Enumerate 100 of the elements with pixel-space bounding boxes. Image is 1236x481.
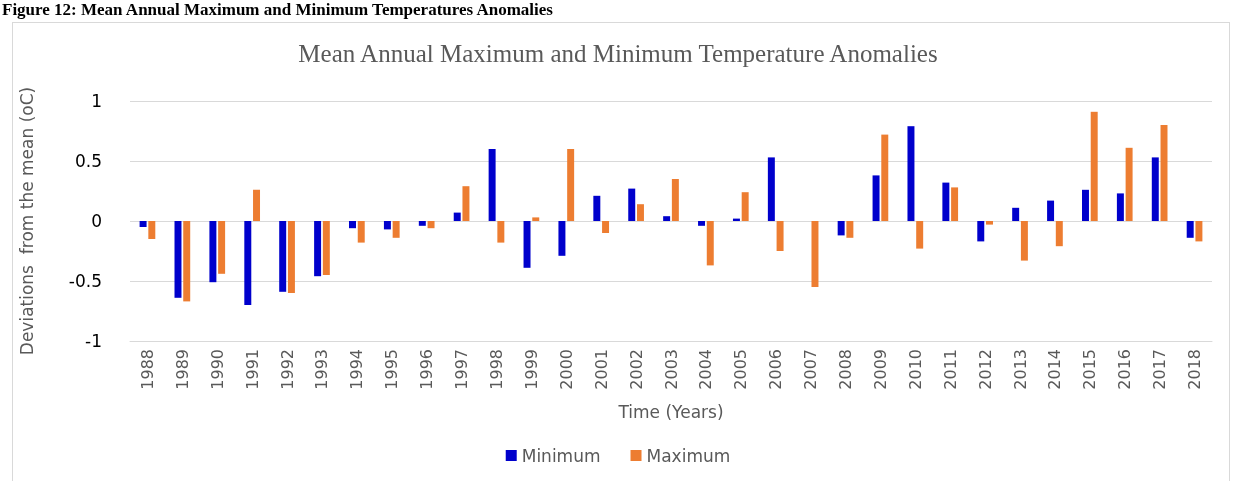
- x-tick-label: 2012: [975, 349, 995, 390]
- bar: [383, 221, 391, 230]
- x-tick-label: 1996: [417, 349, 437, 390]
- y-tick-label: -1: [85, 331, 102, 351]
- bar: [776, 221, 784, 251]
- legend-label: Minimum: [521, 445, 601, 466]
- bar: [1195, 221, 1203, 242]
- bar: [671, 179, 679, 221]
- x-tick-label: 2009: [870, 349, 890, 390]
- bar: [418, 221, 426, 226]
- bar: [881, 134, 889, 221]
- bar: [951, 187, 959, 221]
- x-tick-label: 2011: [940, 349, 960, 390]
- bar: [1125, 147, 1133, 221]
- bar: [567, 149, 575, 221]
- y-tick-label: 0: [91, 211, 102, 231]
- bar: [986, 221, 993, 225]
- bar: [314, 221, 322, 277]
- bar: [139, 221, 147, 227]
- x-tick-label: 2005: [731, 349, 751, 390]
- bar: [872, 175, 880, 221]
- bar: [462, 186, 470, 221]
- bar: [427, 221, 435, 229]
- x-tick-label: 2002: [626, 349, 646, 390]
- x-tick-label: 2014: [1045, 349, 1065, 390]
- bar: [349, 221, 356, 229]
- x-tick-label: 1989: [172, 349, 192, 390]
- bar: [1055, 221, 1063, 247]
- caption: Figure 12: Mean Annual Maximum and Minimum Temperatures Anomalies: [2, 0, 553, 20]
- bar: [218, 221, 226, 274]
- bar: [1090, 111, 1098, 221]
- bar: [148, 221, 156, 239]
- x-tick-label: 1992: [277, 349, 297, 390]
- x-tick-label: 2000: [556, 349, 576, 390]
- bar: [1020, 221, 1028, 261]
- x-tick-label: 1991: [242, 349, 262, 390]
- bar: [663, 216, 671, 221]
- bar: [357, 221, 365, 243]
- bar: [811, 221, 819, 287]
- bar: [837, 221, 845, 236]
- bar: [453, 212, 461, 221]
- x-tick-label: 1997: [452, 349, 472, 390]
- bar: [1151, 157, 1159, 221]
- x-axis-title: Time (Years): [617, 401, 724, 422]
- x-tick-label: 1998: [486, 349, 506, 390]
- bar: [846, 221, 854, 238]
- x-tick-label: 2004: [696, 349, 716, 390]
- bar: [593, 195, 601, 221]
- bar: [636, 204, 644, 221]
- x-tick-label: 2017: [1150, 349, 1170, 390]
- x-tick-label: 1995: [382, 349, 402, 390]
- bar: [497, 221, 505, 243]
- y-tick-label: 1: [91, 91, 102, 111]
- bar: [253, 189, 261, 221]
- x-tick-label: 2001: [591, 349, 611, 390]
- bar: [488, 149, 496, 221]
- bar: [244, 221, 252, 305]
- bar: [558, 221, 566, 256]
- x-tick-label: 1990: [207, 349, 227, 390]
- bar: [767, 157, 775, 221]
- x-tick-label: 2015: [1080, 349, 1100, 390]
- x-tick-label: 1999: [521, 349, 541, 390]
- y-tick-label: -0.5: [68, 271, 102, 291]
- x-tick-label: 2006: [766, 349, 786, 390]
- bar: [523, 221, 531, 268]
- bar: [532, 217, 540, 221]
- x-tick-label: 2007: [801, 349, 821, 390]
- bar: [392, 221, 400, 238]
- bar: [322, 221, 330, 275]
- bar: [628, 188, 636, 221]
- x-tick-label: 2013: [1010, 349, 1030, 390]
- bar: [741, 192, 749, 221]
- bar: [1012, 207, 1020, 221]
- x-tick-label: 1988: [137, 349, 157, 390]
- bar: [183, 221, 191, 302]
- x-tick-label: 2010: [905, 349, 925, 390]
- bar: [942, 182, 950, 221]
- y-axis-title: Deviations from the mean (oC): [16, 86, 37, 356]
- bar: [1047, 200, 1055, 221]
- bar: [209, 221, 217, 283]
- bar: [706, 221, 714, 266]
- bar: [279, 221, 287, 292]
- bar: [977, 221, 985, 242]
- x-tick-label: 2008: [836, 349, 856, 390]
- x-tick-label: 1993: [312, 349, 332, 390]
- bar: [1081, 189, 1089, 221]
- x-tick-label: 2018: [1185, 349, 1205, 390]
- bar: [287, 221, 295, 293]
- x-tick-label: 2003: [661, 349, 681, 390]
- bar: [698, 221, 706, 226]
- bar: [602, 221, 610, 233]
- legend-label: Maximum: [646, 445, 731, 466]
- chart-title: Mean Annual Maximum and Minimum Temperature Anomalies: [298, 40, 938, 67]
- y-tick-label: 0.5: [74, 151, 102, 171]
- bar: [1116, 193, 1124, 221]
- bar: [1186, 221, 1194, 238]
- bar: [916, 221, 924, 249]
- bar: [907, 126, 915, 221]
- x-tick-label: 1994: [347, 349, 367, 390]
- x-tick-label: 2016: [1115, 349, 1135, 390]
